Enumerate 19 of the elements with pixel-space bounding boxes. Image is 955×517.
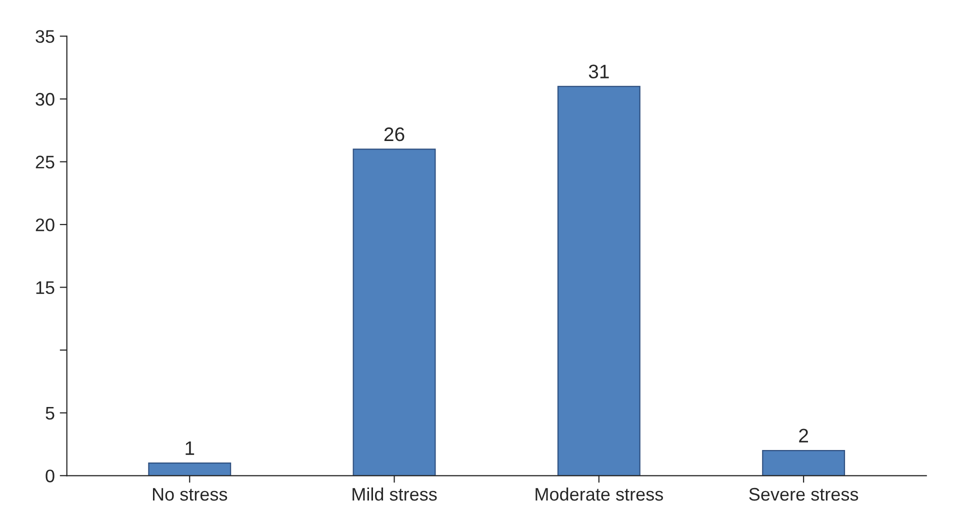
y-tick-label: 30 xyxy=(36,92,54,106)
y-tick-label: 0 xyxy=(46,470,54,482)
x-tick-label: Mild stress xyxy=(352,487,437,501)
bar xyxy=(762,450,846,476)
y-tick-label: 20 xyxy=(36,218,54,232)
data-label: 26 xyxy=(384,127,404,142)
y-tick-label: 35 xyxy=(36,30,54,43)
bar xyxy=(148,462,232,476)
bar xyxy=(352,148,436,476)
x-tick-label: No stress xyxy=(152,488,228,501)
y-tick-label: 25 xyxy=(36,156,54,168)
bar xyxy=(557,86,640,476)
x-tick-label: Moderate stress xyxy=(536,487,663,501)
data-label: 2 xyxy=(799,428,808,442)
data-label: 1 xyxy=(186,442,194,455)
y-tick-label: 5 xyxy=(46,406,54,420)
y-tick-label: 15 xyxy=(36,281,54,294)
x-tick-label: Severe stress xyxy=(749,488,858,501)
data-label: 31 xyxy=(588,64,609,78)
